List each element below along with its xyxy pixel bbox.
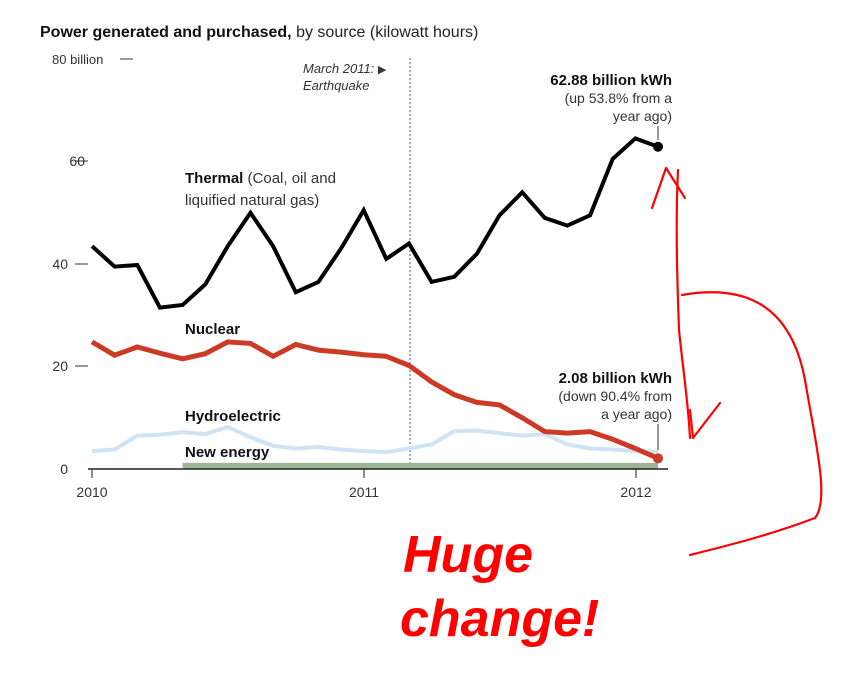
y-tick-label-0: 0: [60, 461, 68, 477]
handwritten-arrows: [650, 166, 823, 557]
event-label-line2: Earthquake: [303, 78, 370, 93]
chart-title-bold: Power generated and purchased,: [40, 24, 292, 41]
y-axis: 80 billion 60 40 20 0: [52, 52, 133, 477]
x-tick-label-2011: 2011: [349, 484, 379, 500]
thermal-series-line: [90, 136, 659, 310]
x-tick-label-2010: 2010: [76, 484, 107, 500]
event-label-line1: March 2011: ▶: [303, 61, 387, 76]
thermal-label: Thermal (Coal, oil and: [185, 170, 336, 187]
y-tick-label-20: 20: [52, 358, 68, 374]
thermal-label-desc: liquified natural gas): [185, 192, 319, 209]
chart-title-rest: by source (kilowatt hours): [292, 24, 479, 41]
nuclear-annotation-line2: a year ago): [601, 406, 672, 422]
nuclear-series-line: [90, 339, 659, 461]
red-double-arrow-icon: [675, 168, 692, 440]
x-tick-label-2012: 2012: [620, 484, 651, 500]
series-layer: [90, 136, 663, 469]
handwritten-text-line2: change!: [400, 590, 599, 648]
nuclear-annotation-value: 2.08 billion kWh: [559, 370, 672, 387]
handwritten-text-line1: Huge: [403, 526, 533, 584]
new-energy-label: New energy: [185, 444, 270, 461]
thermal-endpoint: [653, 141, 663, 152]
nuclear-label: Nuclear: [185, 321, 240, 338]
y-tick-label-40: 40: [52, 256, 68, 272]
chart-title: Power generated and purchased, by source…: [40, 24, 478, 41]
red-arrowhead-up-icon: [650, 166, 687, 210]
nuclear-endpoint: [653, 453, 663, 464]
hydro-label: Hydroelectric: [185, 408, 281, 425]
event-arrow-icon: ▶: [378, 64, 387, 76]
thermal-annotation-line1: (up 53.8% from a: [565, 90, 673, 106]
nuclear-annotation-line1: (down 90.4% from: [558, 388, 672, 404]
red-arrowhead-down-icon: [688, 401, 722, 440]
hydro-series-line: [91, 424, 659, 455]
thermal-annotation-value: 62.88 billion kWh: [550, 72, 672, 89]
y-tick-label-80: 80 billion: [52, 52, 103, 67]
red-curve-connector-icon: [680, 291, 823, 557]
thermal-annotation-line2: year ago): [613, 108, 672, 124]
